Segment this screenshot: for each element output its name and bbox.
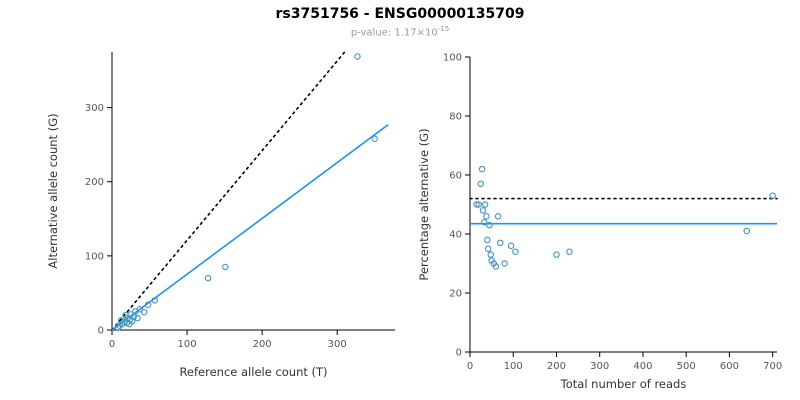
x-axis-label: Total number of reads — [560, 377, 687, 391]
y-tick-label: 80 — [449, 112, 462, 123]
percentage-vs-reads-scatter: 0 100 200 300 400 500 600 700 0 20 40 60 80 100 Total … — [417, 53, 782, 392]
y-axis-label: Alternative allele count (G) — [46, 113, 60, 268]
data-point — [553, 251, 560, 258]
data-point — [354, 53, 361, 60]
pvalue-exponent: -15 — [437, 25, 450, 33]
figure-subtitle: p-value: 1.17×10-15 — [0, 25, 800, 38]
y-tick-label: 0 — [98, 326, 104, 337]
y-tick-label: 200 — [85, 177, 104, 188]
x-tick-label: 100 — [504, 361, 523, 372]
data-point — [481, 218, 488, 226]
expected-line — [111, 51, 346, 331]
data-point — [484, 236, 491, 244]
x-tick-label: 500 — [677, 361, 696, 372]
x-tick-label: 200 — [253, 339, 272, 350]
y-tick-label: 60 — [449, 171, 462, 182]
figure-title: rs3751756 - ENSG00000135709 — [275, 6, 525, 22]
data-point — [141, 308, 148, 316]
data-point — [475, 201, 482, 208]
data-point — [501, 260, 508, 267]
data-point — [222, 263, 229, 271]
pvalue-prefix: p-value: — [350, 27, 395, 39]
pvalue-times: ×10 — [416, 27, 438, 39]
data-point — [478, 165, 486, 173]
y-tick-label: 100 — [85, 251, 104, 262]
y-tick-label: 0 — [456, 348, 462, 359]
data-point — [136, 305, 144, 313]
x-tick-label: 0 — [109, 339, 115, 350]
y-tick-label: 20 — [449, 289, 462, 300]
data-point — [204, 274, 212, 282]
x-tick-label: 0 — [467, 361, 473, 372]
data-point — [151, 297, 159, 304]
data-point — [473, 201, 480, 208]
pvalue-mantissa: 1.17 — [394, 27, 417, 39]
data-point — [477, 180, 485, 188]
allele-counts-scatter: 0 100 200 300 0 100 200 300 Reference allele cou… — [46, 51, 395, 379]
data-point — [494, 213, 502, 220]
data-point — [120, 318, 128, 326]
data-point — [487, 251, 495, 258]
data-point — [134, 314, 141, 322]
data-point — [769, 192, 776, 199]
x-tick-label: 400 — [633, 361, 652, 372]
data-point — [492, 263, 500, 270]
data-point — [484, 245, 492, 253]
data-point — [479, 207, 487, 214]
data-point — [566, 248, 573, 255]
fit-line — [111, 124, 389, 331]
data-point — [486, 221, 493, 229]
data-point — [512, 248, 519, 255]
x-tick-label: 200 — [547, 361, 566, 372]
x-tick-label: 300 — [328, 339, 347, 350]
y-tick-label: 100 — [443, 53, 462, 64]
data-point — [481, 201, 489, 208]
x-tick-label: 100 — [178, 339, 197, 350]
x-tick-label: 700 — [763, 361, 782, 372]
data-point — [507, 242, 515, 250]
data-point — [743, 227, 750, 235]
x-tick-label: 600 — [720, 361, 739, 372]
data-point — [483, 213, 490, 220]
x-tick-label: 300 — [590, 361, 609, 372]
y-tick-label: 300 — [85, 103, 104, 114]
x-axis-label: Reference allele count (T) — [179, 365, 327, 379]
y-axis-label: Percentage alternative (G) — [417, 128, 431, 280]
data-point — [144, 301, 152, 309]
data-point — [371, 135, 378, 142]
data-point — [497, 239, 504, 247]
y-tick-label: 40 — [449, 230, 462, 241]
